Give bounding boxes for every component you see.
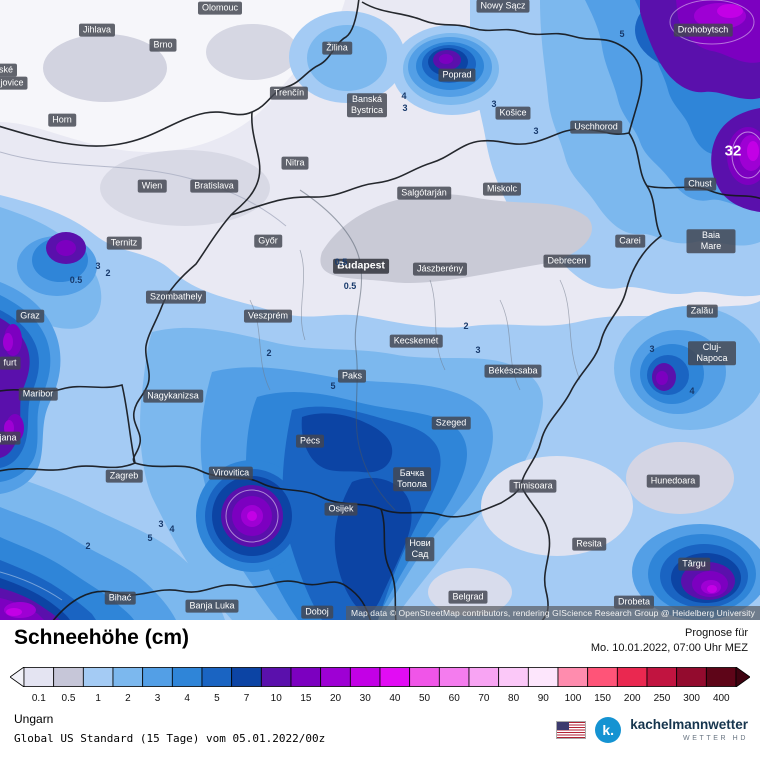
legend-value: 4	[184, 692, 190, 704]
legend-title: Schneehöhe (cm)	[14, 626, 190, 649]
color-scale-bar: 0.1 0.5 1 2 3 4 5 7 10 15 20 30 40 50 60 70 80 90 100 150 20…	[9, 666, 751, 704]
model-info-block: Ungarn Global US Standard (15 Tage) vom …	[10, 712, 325, 745]
legend-value: 300	[683, 692, 700, 704]
map-canvas	[0, 0, 760, 620]
legend-value: 250	[653, 692, 671, 704]
model-run-label: Global US Standard (15 Tage) vom 05.01.2…	[14, 731, 326, 745]
kachelmann-logo-icon[interactable]: k.	[595, 716, 622, 743]
prognosis-label: Prognose für	[685, 627, 748, 639]
legend-value: 15	[300, 692, 312, 704]
brand-subtitle: WETTER HD	[682, 734, 748, 742]
legend-value: 5	[214, 692, 220, 704]
admin-borders	[249, 249, 581, 391]
legend-value: 40	[389, 692, 401, 704]
brand-text: kachelmannwetter WETTER HD	[630, 716, 748, 742]
river-lines	[299, 189, 396, 511]
color-scale-values: 0.1 0.5 1 2 3 4 5 7 10 15 20 30 40 50 60 70 80 90 100 150 20…	[24, 693, 736, 704]
weather-map[interactable]: Jihlava Olomouc Brno Nowy Sącz Drohobytsch Ži…	[0, 0, 760, 620]
color-scale-svg	[9, 666, 751, 688]
legend-value: 90	[537, 692, 549, 704]
prognosis-datetime: Mo. 10.01.2022, 07:00 Uhr MEZ	[590, 642, 748, 655]
legend-value: 2	[125, 692, 131, 704]
branding-block: k. kachelmannwetter WETTER HD	[556, 716, 750, 745]
legend-panel: Schneehöhe (cm) Prognose für Mo. 10.01.2…	[0, 620, 760, 760]
legend-value: 3	[154, 692, 161, 704]
legend-value: 0.5	[61, 692, 76, 704]
us-flag-icon	[556, 720, 587, 739]
legend-value: 60	[448, 692, 460, 704]
legend-value: 0.1	[31, 692, 46, 704]
snow-fill-layers	[0, 0, 760, 620]
legend-value: 80	[508, 692, 520, 704]
map-attribution: Map data © OpenStreetMap contributors, r…	[346, 606, 760, 620]
legend-value: 7	[243, 692, 250, 704]
legend-value: 10	[270, 692, 282, 704]
brand-name[interactable]: kachelmannwetter	[630, 716, 748, 732]
prognosis-block: Prognose für Mo. 10.01.2022, 07:00 Uhr M…	[591, 626, 750, 657]
legend-value: 70	[478, 692, 490, 704]
legend-value: 400	[712, 692, 730, 704]
legend-value: 30	[359, 692, 371, 704]
legend-value: 1	[95, 692, 101, 704]
legend-value: 150	[594, 692, 611, 704]
legend-value: 50	[419, 692, 431, 704]
region-label: Ungarn	[14, 711, 54, 726]
legend-value: 200	[623, 692, 641, 704]
legend-value: 100	[564, 692, 582, 704]
legend-value: 20	[329, 692, 342, 704]
